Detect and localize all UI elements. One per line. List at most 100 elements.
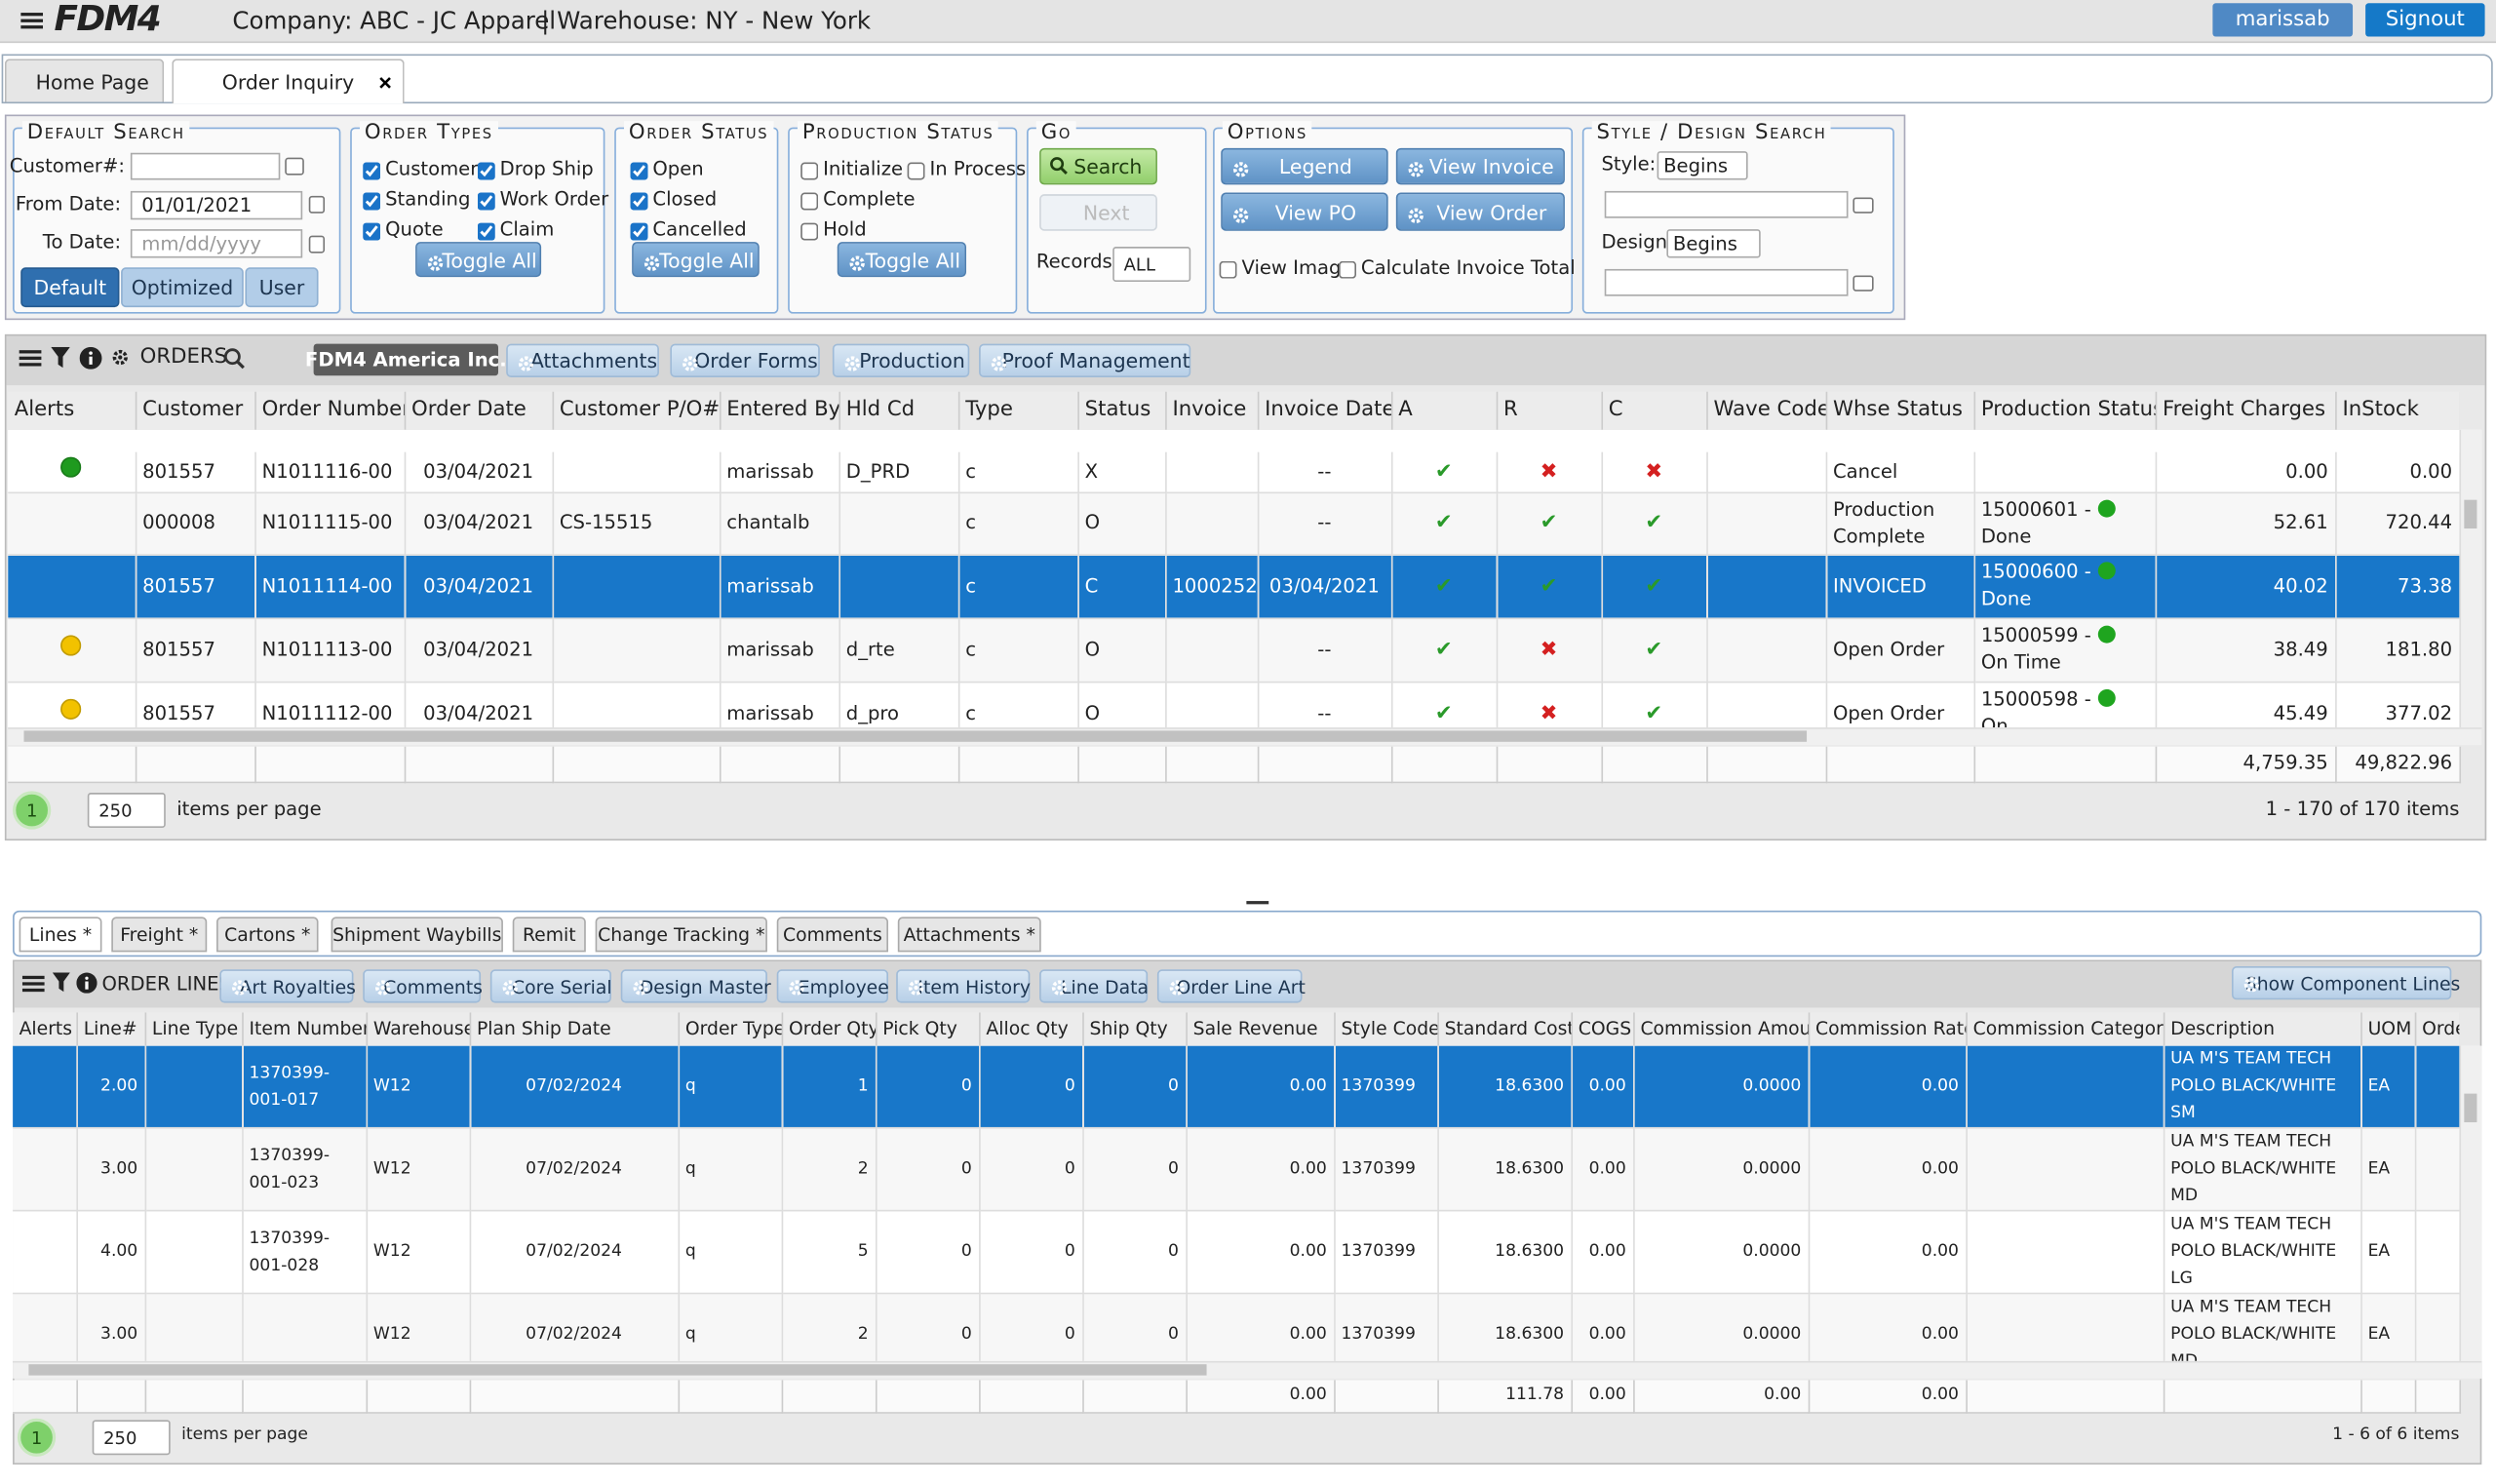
search-mode-button[interactable]: Default [20,267,120,308]
checkbox[interactable] [363,192,381,211]
checkbox[interactable] [907,162,925,180]
column-header[interactable]: Entered By [719,391,840,430]
column-header[interactable]: COGS [1571,1012,1634,1046]
column-header[interactable]: Commission Category [1966,1012,2164,1046]
lines-tool-button[interactable]: Comments [363,969,483,1003]
tab-home[interactable]: Home Page [4,59,165,102]
customer-input[interactable] [130,152,281,180]
user-button[interactable]: marissab [2212,3,2354,37]
column-header[interactable]: Freight Charges [2155,391,2336,430]
column-header[interactable]: Type [957,391,1079,430]
design-select[interactable]: Begins [1666,229,1761,258]
orders-tool-button[interactable]: Production [832,343,970,377]
search-mode-button[interactable]: Optimized [121,267,244,308]
lines-tab[interactable]: Cartons * [216,917,319,953]
column-header[interactable]: Item Number [242,1012,368,1046]
checkbox[interactable] [630,162,648,180]
lines-tool-button[interactable]: Core Serial [489,969,612,1003]
column-header[interactable]: Alerts [8,391,136,430]
pager-current[interactable]: 1 [13,791,52,830]
column-header[interactable]: UOM [2360,1012,2416,1046]
column-header[interactable]: Order Qty [781,1012,877,1046]
checkbox[interactable] [363,162,381,180]
grid-row[interactable]: 2.00 1370399-001-017 W12 07/02/2024 q 1 0 0 0 0.0… [13,1045,2461,1129]
column-header[interactable]: Ship Qty [1082,1012,1188,1046]
column-header[interactable]: Sale Revenue [1186,1012,1335,1046]
column-header[interactable]: Style Code [1334,1012,1439,1046]
column-header[interactable]: Invoice Date [1257,391,1392,430]
style-input[interactable] [1604,190,1849,218]
show-components-button[interactable]: Show Component Lines [2231,966,2460,1000]
column-header[interactable]: Description [2163,1012,2362,1046]
grid-row[interactable]: 801557 N1011113-00 03/04/2021 marissab d_rte… [8,617,2461,683]
pager-current[interactable]: 1 [17,1418,57,1457]
toggle-all-button[interactable]: Toggle All [415,242,542,278]
orders-tool-button[interactable]: Order Forms [670,343,820,377]
design-input[interactable] [1604,268,1849,296]
lines-tab[interactable]: Freight * [111,917,208,953]
checkbox[interactable] [477,192,495,211]
checkbox[interactable] [630,222,648,241]
column-header[interactable]: Invoice [1165,391,1259,430]
lines-tab[interactable]: Change Tracking * [595,917,767,953]
tab-order-inquiry[interactable]: Order Inquiry [172,59,405,104]
checkbox[interactable] [363,222,381,241]
column-header[interactable]: Wave Code [1706,391,1827,430]
next-button[interactable]: Next [1039,194,1157,231]
grid-row[interactable]: 801557 N1011112-00 03/04/2021 marissab d_pro… [8,681,2461,728]
checkbox[interactable] [800,192,819,211]
lines-tool-button[interactable]: Design Master [620,969,771,1003]
per-page-select[interactable]: 250 [87,793,166,828]
column-header[interactable]: R [1496,391,1603,430]
grid-row[interactable]: 000008 N1011115-00 03/04/2021 CS-15515 chant… [8,491,2461,555]
checkbox[interactable] [1219,260,1237,279]
checkbox[interactable] [1339,260,1357,279]
grid-row[interactable]: 3.00 1370399-001-023 W12 07/02/2024 q 2 0 0 0 0.0… [13,1127,2461,1212]
view-order-button[interactable]: View Order [1395,192,1565,231]
column-header[interactable]: Customer P/O# [552,391,721,430]
checkbox[interactable] [477,222,495,241]
lines-tab[interactable]: Attachments * [897,917,1041,953]
orders-tool-button[interactable]: Attachments [506,343,659,377]
checkbox[interactable] [800,222,819,241]
checkbox[interactable] [800,162,819,180]
column-header[interactable]: Status [1077,391,1166,430]
column-header[interactable]: Line# [76,1012,146,1046]
column-header[interactable]: Alerts [13,1012,78,1046]
legend-button[interactable]: Legend [1221,147,1388,185]
column-header[interactable]: Line Type [144,1012,243,1046]
grid-row[interactable]: 801557 N1011114-00 03/04/2021 marissab c C 100… [8,554,2461,619]
records-select[interactable]: ALL [1112,247,1191,282]
column-header[interactable]: Production Status [1973,391,2157,430]
column-header[interactable]: Order Number [254,391,406,430]
lines-tool-button[interactable]: Line Data [1039,969,1149,1003]
checkbox[interactable] [630,192,648,211]
signout-button[interactable]: Signout [2365,3,2485,37]
to-input[interactable]: mm/dd/yyyy [130,229,303,258]
column-header[interactable]: Order Date [404,391,554,430]
column-header[interactable]: Orde [2414,1012,2460,1046]
per-page-select[interactable]: 250 [92,1420,171,1456]
grid-row[interactable]: 4.00 1370399-001-028 W12 07/02/2024 q 5 0 0 0 0.0… [13,1210,2461,1295]
style-select[interactable]: Begins [1657,151,1748,180]
column-header[interactable]: Standard Cost [1437,1012,1573,1046]
lines-tab[interactable]: Remit [512,917,586,953]
column-header[interactable]: Commission Amount [1633,1012,1810,1046]
from-input[interactable]: 01/01/2021 [130,190,303,220]
grid-row[interactable]: 3.00 W12 07/02/2024 q 2 0 0 0 0.00 1370399 18.6300… [13,1293,2461,1361]
orders-tool-button[interactable]: Proof Management [979,343,1191,377]
view-po-button[interactable]: View PO [1221,192,1388,231]
column-header[interactable]: Pick Qty [875,1012,980,1046]
checkbox[interactable] [477,162,495,180]
toggle-all-button[interactable]: Toggle All [837,242,967,278]
grid-row[interactable]: 801557 N1011116-00 03/04/2021 marissab D_PRD… [8,451,2461,493]
column-header[interactable]: Commission Rate [1808,1012,1968,1046]
view-invoice-button[interactable]: View Invoice [1395,147,1565,185]
column-header[interactable]: A [1390,391,1498,430]
lines-tab[interactable]: Comments [776,917,889,953]
column-header[interactable]: Order Type [678,1012,783,1046]
column-header[interactable]: Customer [135,391,256,430]
lines-tool-button[interactable]: Employee [776,969,889,1003]
lines-tool-button[interactable]: Art Royalties [219,969,356,1003]
lines-tool-button[interactable]: Order Line Art [1156,969,1306,1003]
